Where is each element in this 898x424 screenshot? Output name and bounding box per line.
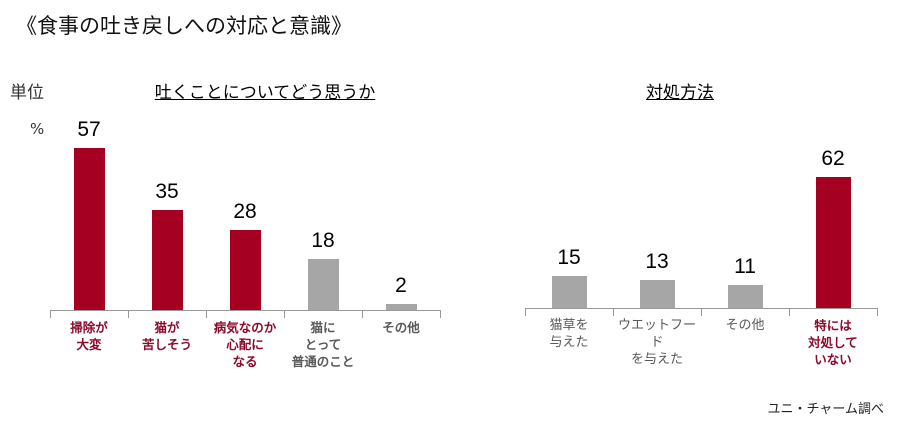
bar-value-label: 35 — [155, 180, 179, 203]
bar-value-label: 2 — [395, 274, 407, 297]
bar-value-label: 28 — [233, 200, 257, 223]
bar — [552, 276, 587, 308]
axis-tick — [50, 310, 51, 318]
axis-tick — [525, 308, 526, 316]
bar-value-label: 62 — [821, 147, 845, 170]
bar — [816, 177, 851, 308]
bar — [728, 285, 763, 308]
x-axis — [50, 310, 440, 311]
axis-tick — [362, 310, 363, 318]
axis-tick — [701, 308, 702, 316]
unit-label: 単位 — [10, 83, 44, 103]
category-label: 掃除が 大変 — [70, 320, 108, 352]
axis-tick — [877, 308, 878, 316]
category-label: 猫に とって 普通のこと — [291, 320, 355, 369]
axis-tick — [128, 310, 129, 318]
chart2-subtitle: 対処方法 — [646, 83, 714, 103]
bar — [152, 210, 183, 310]
category-label: 猫草を 与えた — [549, 318, 589, 350]
category-label: その他 — [382, 320, 420, 335]
axis-tick — [206, 310, 207, 318]
source-note: ユニ・チャーム調べ — [767, 402, 884, 417]
axis-tick — [440, 310, 441, 318]
category-label: その他 — [725, 318, 765, 333]
bar-value-label: 18 — [311, 229, 335, 252]
percent-label: % — [30, 120, 45, 138]
category-label: 特には 対処して いない — [808, 318, 858, 367]
category-label: ウエットフード を与えた — [617, 318, 696, 367]
bar-value-label: 11 — [734, 255, 756, 278]
bar — [230, 230, 261, 310]
bar — [308, 259, 339, 310]
page-title: 《食事の吐き戻しへの対応と意識》 — [16, 14, 352, 38]
bar-value-label: 57 — [77, 118, 101, 141]
bar-value-label: 13 — [645, 250, 669, 273]
category-label: 猫が 苦しそう — [141, 320, 192, 352]
bar-value-label: 15 — [557, 246, 581, 269]
axis-tick — [613, 308, 614, 316]
chart1-subtitle: 吐くことについてどう思うか — [154, 83, 376, 103]
bar — [386, 304, 417, 310]
axis-tick — [284, 310, 285, 318]
bar — [74, 148, 105, 310]
bar — [640, 280, 675, 308]
axis-tick — [789, 308, 790, 316]
category-label: 病気なのか 心配に なる — [213, 320, 277, 369]
